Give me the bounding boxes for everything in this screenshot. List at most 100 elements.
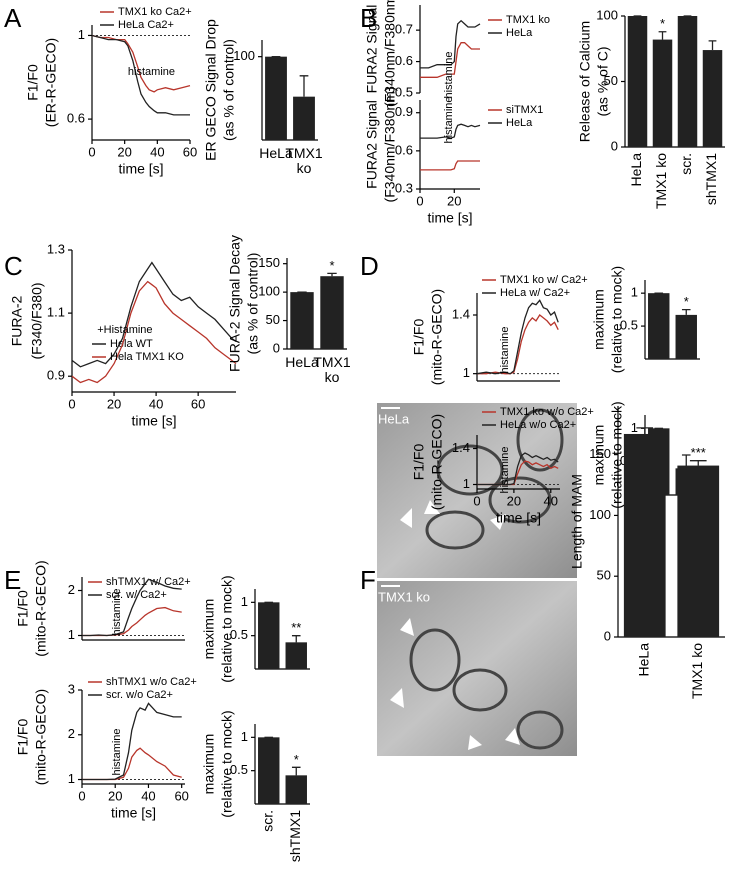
y-axis-label: FURA-2 [9,296,25,347]
x-tick-label: 0 [78,788,85,803]
x-tick-label: HeLa [259,145,293,161]
error-bar [327,272,337,277]
y-axis-label: (mito-R-GECO) [429,414,445,510]
y-tick-label: 2 [68,582,75,597]
y-tick-label: 0.7 [395,22,413,37]
significance: *** [691,445,706,460]
x-tick-label: HeLa [635,643,651,677]
bar [648,293,670,359]
image-label: TMX1 ko [378,589,430,604]
y-tick-label: 50 [604,73,618,88]
y-tick-label: 0.6 [395,53,413,68]
data-line [82,578,182,637]
line-chart: F1/F0 (mito-R-GECO) 1 1.4 TMX1 ko w/ Ca2+HeL… [411,274,588,385]
y-tick-label: 1.4 [452,440,470,455]
y-axis-label: maximum [201,599,217,660]
data-line [420,160,480,171]
error-bar [689,460,707,466]
x-tick-label: shTMX1 [287,810,303,862]
y-tick-label: 0.5 [230,627,248,642]
legend-label: Hela WT [110,338,153,350]
x-tick-label: 20 [108,788,122,803]
y-tick-label: 1 [241,594,248,609]
x-tick-label: 20 [107,396,121,411]
annotation: histamine [499,446,511,493]
line-chart: F1/F0 (mito-R-GECO) 1 2 shTMX1 w/ Ca2+scr. w… [15,560,191,656]
bar [677,465,720,637]
legend-label: scr. w/o Ca2+ [106,689,173,701]
annotation: histamine [443,51,455,98]
legend-label: scr. w/ Ca2+ [106,589,167,601]
bar-chart: maximum (relative to mock)0.5 1 ** [201,575,310,683]
x-axis-label: time [s] [427,210,472,226]
y-axis-label: F1/F0 [411,319,427,356]
data-line [420,123,481,139]
panel-label: F [360,565,376,595]
y-axis-label: maximum [591,425,607,486]
bar-chart: ER GECO Signal Drop (as % of control)100 H… [203,19,323,176]
x-tick-label: TMX1 ko [313,354,351,385]
x-tick-label: 0 [68,396,75,411]
data-line [71,280,237,384]
x-tick-label: 40 [150,144,164,159]
significance: * [684,294,689,309]
y-tick-label: 100 [596,7,618,22]
y-tick-label: 0.9 [47,368,65,383]
panel-label: E [4,565,21,595]
data-line [91,34,190,116]
y-axis-label: (mito-R-GECO) [429,289,445,385]
annotation: histamine [443,96,455,143]
data-line [71,261,237,368]
bar-chart: maximum (relative to mock)0.5 1 * [591,266,700,373]
y-tick-label: 150 [589,446,611,461]
y-tick-label: 100 [258,284,280,299]
y-axis-label: FURA2 Signal [364,5,380,94]
line-chart: FURA2 Signal (F340nm/F380nm)0.5 0.6 0.7 TMX1… [364,0,550,107]
legend-label: HeLa w/ Ca2+ [500,287,570,299]
error-bar [299,75,309,97]
image-label: HeLa [378,411,410,426]
panel-label: C [4,251,23,281]
bar [623,433,666,637]
y-tick-label: 0.6 [395,142,413,157]
y-tick-label: 1 [463,476,470,491]
data-line [82,747,182,781]
x-tick-label: 20 [117,144,131,159]
data-line [477,314,559,375]
y-axis-label: maximum [591,289,607,350]
panel-label: A [4,3,22,33]
y-tick-label: 1.1 [47,305,65,320]
error-bar [291,635,301,643]
legend-label: TMX1 ko w/o Ca2+ [500,406,594,418]
line-chart: F1/F0 (mito-R-GECO) 1 2 3 time [s] 0 20 40 60 shTM… [15,676,197,821]
y-axis-label: ER GECO Signal Drop [203,19,219,161]
y-tick-label: 0.5 [620,318,638,333]
x-tick-label: 60 [174,788,188,803]
x-tick-label: 20 [507,493,521,508]
annotation: +Histamine [97,324,152,336]
annotation: histamine [128,66,175,78]
data-line [420,19,481,69]
panel-label: B [360,3,377,33]
y-axis-label: FURA-2 Signal Decay [227,235,243,372]
x-tick-label: 40 [141,788,155,803]
x-tick-label: 0 [473,493,480,508]
bar [290,292,314,349]
y-tick-label: 150 [258,255,280,270]
legend-label: HeLa Ca2+ [118,19,174,31]
significance: * [329,258,334,273]
y-tick-label: 100 [589,507,611,522]
legend-label: shTMX1 w/ Ca2+ [106,576,191,588]
y-axis-label: (as % of control) [245,253,261,355]
x-tick-label: TMX1 ko [689,643,705,699]
data-line [82,606,182,637]
y-axis-label: F1/F0 [411,444,427,481]
y-tick-label: 0.5 [230,762,248,777]
significance: * [294,752,299,767]
y-axis-label: Length of MAM [569,474,585,569]
y-axis-label: (mito-R-GECO) [33,689,49,785]
data-line [476,299,559,375]
annotation: histamine [499,326,511,373]
significance: * [660,16,665,31]
